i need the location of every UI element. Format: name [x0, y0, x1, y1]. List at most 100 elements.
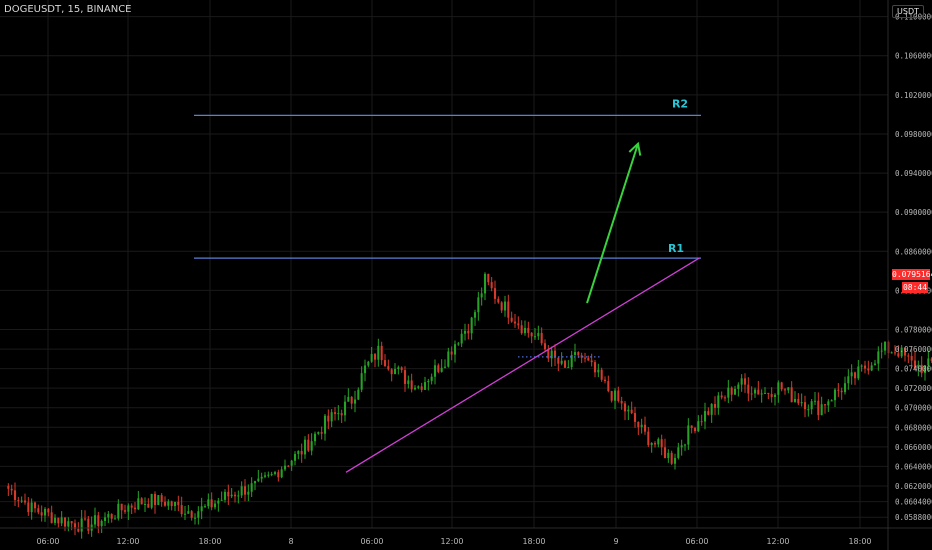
candle-up	[850, 372, 853, 377]
candle-down	[707, 411, 710, 415]
time-tick-label: 12:00	[116, 537, 139, 546]
candle-down	[757, 389, 760, 395]
candle-up	[280, 469, 283, 478]
candle-up	[337, 413, 340, 415]
candle-up	[800, 402, 803, 404]
candle-down	[83, 518, 87, 520]
candle-up	[640, 424, 643, 428]
candle-up	[753, 389, 757, 394]
candle-down	[907, 355, 910, 357]
chart-grid	[0, 0, 888, 528]
candle-up	[830, 400, 833, 402]
candle-down	[713, 403, 717, 408]
candle-up	[860, 365, 863, 367]
candle-down	[770, 394, 773, 398]
candle-down	[530, 332, 533, 337]
candle-up	[60, 517, 63, 524]
candle-up	[167, 501, 170, 506]
candle-up	[310, 441, 313, 451]
candle-down	[27, 502, 30, 513]
candle-down	[307, 439, 310, 451]
candle-down	[170, 501, 173, 507]
candle-up	[667, 452, 670, 459]
candle-down	[233, 494, 237, 497]
candle-down	[400, 367, 403, 371]
symbol-header[interactable]: DOGEUSDT, 15, BINANCE	[4, 4, 132, 15]
candle-up	[473, 312, 477, 318]
candle-down	[617, 390, 620, 402]
candle-down	[720, 395, 723, 398]
candle-down	[450, 351, 453, 355]
candle-down	[823, 404, 827, 406]
candle-down	[547, 349, 550, 359]
candle-down	[700, 421, 703, 423]
candle-up	[470, 317, 473, 334]
candle-down	[583, 357, 587, 359]
candle-down	[277, 472, 280, 478]
candle-down	[180, 505, 183, 515]
candle-up	[330, 412, 333, 422]
candle-up	[440, 367, 443, 372]
candle-down	[563, 360, 567, 368]
price-tick-label: 0.1020000	[895, 91, 932, 100]
candle-down	[410, 380, 413, 390]
candle-up	[367, 361, 370, 366]
candle-up	[657, 439, 660, 445]
candle-down	[897, 353, 900, 357]
candle-up	[290, 460, 293, 466]
candle-down	[637, 421, 640, 428]
candle-up	[927, 358, 930, 366]
candle-down	[920, 364, 923, 374]
candle-up	[870, 365, 873, 371]
candle-up	[303, 439, 307, 455]
candle-down	[577, 352, 580, 356]
candle-up	[680, 445, 683, 448]
candle-down	[670, 452, 673, 464]
currency-button[interactable]: USDT	[892, 5, 924, 18]
candle-up	[687, 425, 690, 445]
candle-down	[730, 387, 733, 395]
candle-up	[360, 373, 363, 390]
candle-up	[917, 364, 920, 369]
candle-down	[903, 347, 907, 356]
candle-down	[490, 282, 493, 289]
candle-up	[833, 389, 837, 401]
candle-down	[387, 366, 390, 370]
candle-countdown-badge: 08:44	[902, 282, 928, 293]
candle-up	[80, 518, 83, 532]
candle-up	[257, 478, 260, 482]
candle-up	[267, 474, 270, 476]
candle-up	[197, 511, 200, 518]
candle-up	[187, 511, 190, 514]
candle-down	[37, 508, 40, 513]
candle-up	[203, 506, 207, 508]
candle-up	[247, 491, 250, 495]
candle-down	[767, 392, 770, 395]
candle-down	[153, 493, 157, 505]
candle-down	[140, 498, 143, 505]
candle-down	[500, 302, 503, 311]
candle-down	[557, 357, 560, 364]
candle-down	[630, 409, 633, 414]
candle-up	[407, 380, 410, 384]
candle-up	[567, 367, 570, 369]
candle-up	[613, 390, 617, 401]
price-tick-label: 0.1060000	[895, 52, 932, 61]
symbol-interval: 15	[67, 4, 81, 15]
candle-up	[673, 457, 677, 464]
candle-up	[260, 476, 263, 479]
candle-up	[703, 411, 707, 422]
candle-down	[420, 386, 423, 390]
candle-down	[47, 508, 50, 513]
candle-down	[663, 447, 667, 459]
candle-up	[773, 394, 777, 398]
candle-down	[23, 500, 27, 503]
candle-up	[20, 500, 23, 502]
candle-up	[740, 378, 743, 385]
candle-down	[390, 369, 393, 375]
candle-down	[620, 401, 623, 404]
current-price-badge: 0.0795164	[892, 269, 932, 280]
candle-down	[327, 415, 330, 422]
candle-up	[477, 297, 480, 313]
